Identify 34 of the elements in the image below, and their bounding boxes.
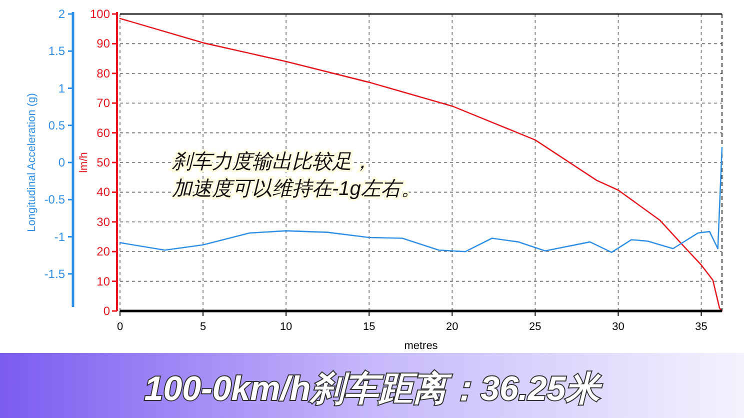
x-tick-label: 15 [362,321,376,333]
y2-tick-label: 2 [58,7,66,21]
y-tick-label: 60 [96,126,110,140]
x-tick-label: 0 [116,321,124,333]
x-axis-title: metres [404,340,438,352]
y2-tick-label: 1.5 [48,44,66,58]
x-tick-label: 30 [612,321,624,333]
line-series [119,147,723,253]
y2-tick-label: -1.5 [44,266,66,281]
y2-tick-label: -0.5 [44,192,66,207]
x-tick-label: 5 [200,321,206,333]
y-tick-label: 100 [90,7,110,21]
y-tick-label: 80 [96,66,110,80]
y-tick-label: 10 [96,274,110,288]
x-tick-label: 25 [529,321,542,333]
y-tick-label: 0 [103,304,110,318]
x-tick-label: 35 [695,321,708,333]
y-axis-title: lm/h [78,152,90,173]
y-tick-label: 70 [96,96,110,110]
y2-tick-label: 1 [58,81,66,96]
text: 100-0km/h刹车距离：36.25米 [144,370,603,408]
y2-axis-title: Longitudinal Acceleration (g) [26,93,38,232]
y2-tick-label: -1 [54,230,66,244]
y2-tick-label: 0 [58,156,66,170]
x-tick-label: 10 [280,321,292,333]
y-tick-label: 20 [96,244,110,259]
y-tick-label: 50 [96,156,110,170]
y2-tick-label: 0.5 [48,118,66,132]
y-tick-label: 90 [96,36,110,51]
x-tick-label: 20 [446,321,458,333]
y-tick-label: 30 [96,214,110,229]
annotation: 加速度可以维持在-1g左右。 [172,178,421,200]
y-tick-label: 40 [96,185,110,200]
annotation: 刹车力度输出比较足， [171,151,372,173]
